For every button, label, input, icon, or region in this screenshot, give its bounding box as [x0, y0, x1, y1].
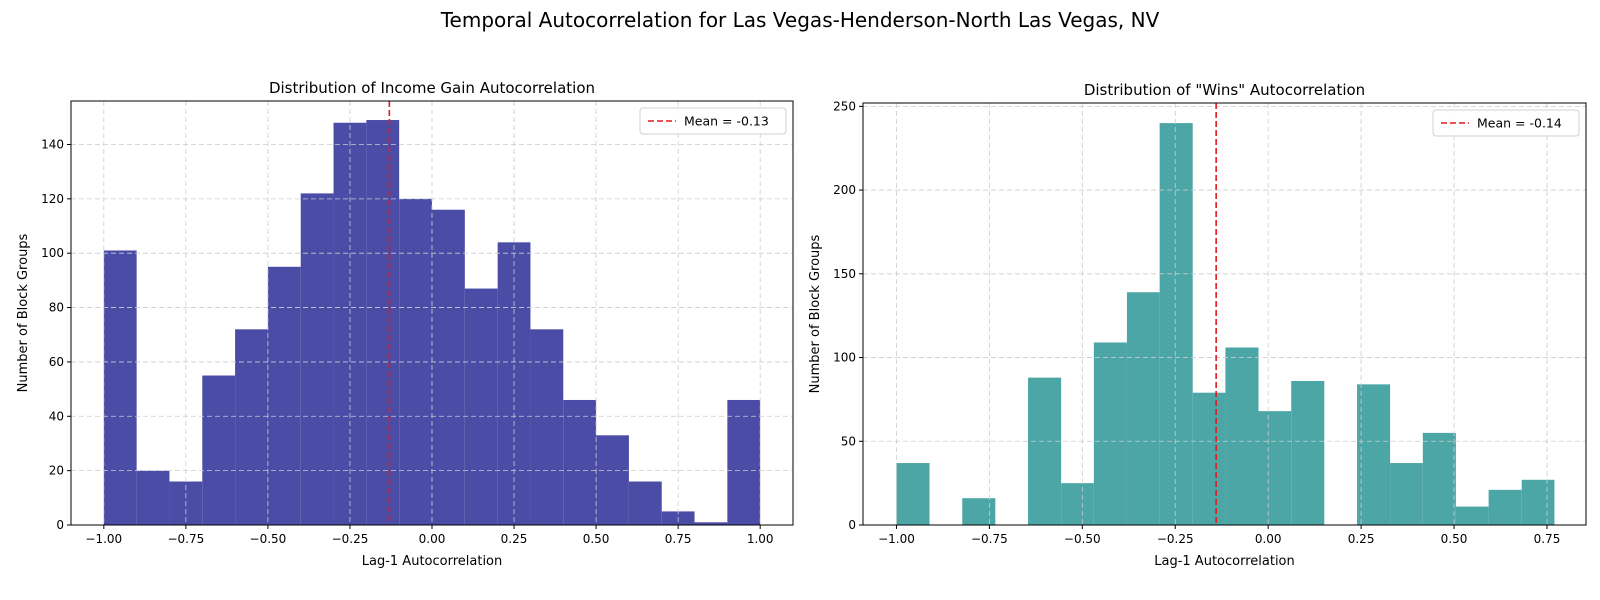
histogram-bar — [464, 288, 498, 525]
legend-box — [639, 107, 787, 135]
histogram-bar — [1061, 483, 1094, 525]
y-tick-label: 0 — [56, 518, 64, 532]
histogram-bar — [1291, 380, 1325, 525]
histogram-bar — [1357, 384, 1391, 525]
x-tick-label: 0.75 — [1534, 532, 1561, 546]
x-tick-label: −0.25 — [1157, 532, 1194, 546]
panel-title: Distribution of "Wins" Autocorrelation — [1084, 81, 1365, 99]
y-tick-label: 20 — [49, 464, 64, 478]
histogram-bar — [1390, 463, 1423, 525]
x-tick-label: −1.00 — [85, 532, 122, 546]
x-tick-label: 0.00 — [419, 532, 446, 546]
histogram-bar — [563, 399, 597, 525]
x-tick-label: −0.75 — [971, 532, 1008, 546]
x-tick-label: 0.25 — [1348, 532, 1375, 546]
figure-suptitle: Temporal Autocorrelation for Las Vegas-H… — [440, 8, 1160, 32]
y-tick-label: 250 — [833, 99, 856, 113]
x-tick-label: −0.75 — [167, 532, 204, 546]
x-tick-label: −0.50 — [1064, 532, 1101, 546]
y-tick-label: 100 — [41, 246, 64, 260]
x-tick-label: −0.25 — [332, 532, 369, 546]
histogram-bar — [1126, 292, 1160, 525]
histogram-bar — [300, 193, 334, 525]
histogram-bar — [1093, 342, 1127, 525]
x-tick-label: 0.50 — [1441, 532, 1468, 546]
y-tick-label: 0 — [848, 518, 856, 532]
y-axis-label: Number of Block Groups — [16, 233, 31, 392]
histogram-bar — [628, 481, 662, 525]
x-tick-label: 0.00 — [1255, 532, 1282, 546]
histogram-bar — [366, 120, 400, 526]
legend-label: Mean = -0.13 — [684, 114, 769, 129]
income-gain-histogram: −1.00 −0.75 −0.50 −0.25 0.00 0.25 0.50 0.75 1.00… — [16, 79, 794, 569]
panel-title: Distribution of Income Gain Autocorrelat… — [269, 79, 595, 97]
legend: Mean = -0.13 — [639, 107, 787, 135]
legend: Mean = -0.14 — [1432, 109, 1580, 137]
x-tick-label: 0.50 — [583, 532, 610, 546]
histogram-bar — [235, 329, 268, 525]
histogram-bar — [1455, 506, 1489, 525]
wins-histogram: −1.00 −0.75 −0.50 −0.25 0.00 0.25 0.50 0.75 0 50 1… — [808, 81, 1587, 569]
histogram-bar — [103, 250, 137, 525]
y-tick-label: 100 — [833, 351, 856, 365]
histogram-bar — [896, 463, 930, 525]
legend-label: Mean = -0.14 — [1477, 116, 1562, 131]
x-tick-label: 1.00 — [747, 532, 774, 546]
histogram-bar — [1192, 392, 1226, 525]
histogram-bar — [267, 266, 301, 525]
histogram-bar — [962, 498, 996, 525]
gridlines — [71, 101, 793, 526]
histogram-bar — [1028, 377, 1062, 525]
histogram-bar — [1225, 347, 1259, 525]
x-tick-label: −1.00 — [878, 532, 915, 546]
histogram-bar — [1258, 411, 1292, 525]
histogram-bar — [1159, 123, 1193, 525]
histogram-bar — [530, 329, 564, 525]
x-tick-label: 0.25 — [501, 532, 528, 546]
y-tick-label: 40 — [49, 409, 64, 423]
histogram-bar — [202, 375, 236, 525]
x-tick-label: 0.75 — [665, 532, 692, 546]
histogram-bar — [1422, 432, 1456, 525]
histogram-bar — [1488, 489, 1522, 525]
axes-frame — [862, 102, 1587, 526]
y-axis-label: Number of Block Groups — [808, 234, 823, 393]
x-tick-label: −0.50 — [250, 532, 287, 546]
y-tick-label: 150 — [833, 267, 856, 281]
histogram-bar — [596, 435, 629, 525]
y-tick-label: 120 — [41, 192, 64, 206]
histogram-bar — [694, 522, 728, 525]
x-axis-label: Lag-1 Autocorrelation — [362, 554, 503, 569]
legend-box — [1432, 109, 1580, 137]
histogram-bar — [727, 399, 761, 525]
y-tick-label: 140 — [41, 137, 64, 151]
histogram-bar — [432, 209, 465, 525]
bars — [896, 123, 1555, 525]
x-axis-label: Lag-1 Autocorrelation — [1154, 554, 1295, 569]
y-tick-label: 200 — [833, 183, 856, 197]
y-tick-label: 80 — [49, 301, 64, 315]
y-tick-label: 60 — [49, 355, 64, 369]
histogram-bar — [136, 470, 170, 525]
histogram-bar — [1521, 479, 1555, 525]
y-tick-label: 50 — [841, 434, 856, 448]
